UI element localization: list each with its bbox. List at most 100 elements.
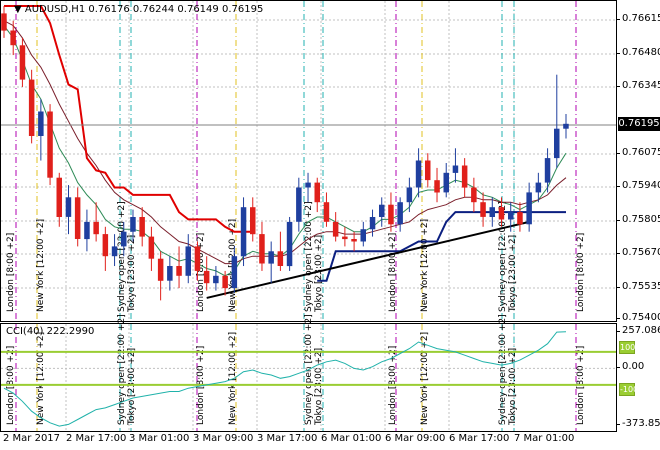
candle-body (406, 187, 413, 203)
candle-body (332, 221, 339, 237)
session-label: Sydney open [22:00 +2] (498, 201, 508, 312)
candle-body (452, 165, 459, 173)
candle-body (286, 221, 293, 267)
chart-symbol-ohlc: AUDUSD,H1 0.76176 0.76244 0.76149 0.7619… (24, 4, 264, 15)
chart-header: ▼ AUDUSD,H1 0.76176 0.76244 0.76149 0.76… (14, 4, 263, 15)
price-axis-label: 0.75940 (615, 180, 660, 191)
session-label: New York [12:00 +2] (420, 332, 430, 425)
candle-body (28, 79, 35, 136)
cci-axis-min-label: -373.8578 (615, 418, 660, 429)
candle-body (65, 197, 72, 217)
candle-body (498, 207, 505, 220)
moving-average-fast (3, 25, 567, 277)
session-label: London [8:00 +2] (576, 233, 586, 312)
candle-body (388, 204, 394, 225)
candle-body (517, 212, 523, 225)
candle-body (93, 221, 99, 235)
candle-body (203, 270, 210, 284)
time-axis-label: 6 Mar 17:00 (449, 433, 510, 444)
session-label: London [8:00 +2] (6, 233, 16, 312)
candle-body (185, 246, 191, 276)
cci-level-minus100-tag: -100 (619, 383, 639, 396)
session-label: New York [12:00 +2] (36, 219, 46, 312)
time-axis-label: 7 Mar 01:00 (514, 433, 575, 444)
time-axis-label: 6 Mar 01:00 (321, 433, 382, 444)
candle-body (47, 111, 53, 178)
candle-body (369, 217, 376, 230)
time-axis-label: 2 Mar 2017 (3, 433, 61, 444)
candle-body (425, 160, 431, 181)
candle-body (554, 128, 560, 159)
time-axis-label: 6 Mar 09:00 (385, 433, 446, 444)
candle-body (535, 182, 542, 193)
candle-body (121, 231, 127, 247)
candle-body (157, 258, 164, 281)
candle-body (231, 256, 238, 289)
support-step-line (317, 211, 566, 282)
session-label: London [8:00 +2] (388, 233, 398, 312)
candle-body (38, 111, 44, 136)
candle-body (526, 192, 532, 225)
candle-body (443, 172, 449, 193)
price-axis-label: 0.75805 (615, 214, 660, 225)
session-label: Tokyo [23:00 +2] (127, 235, 137, 313)
session-label: Tokyo [23:00 +2] (508, 348, 518, 426)
candle-body (130, 217, 136, 232)
trendline (206, 220, 530, 299)
candle-body (342, 236, 348, 240)
candle-body (259, 234, 265, 264)
candle-body (351, 239, 357, 242)
price-axis-label: 0.75535 (615, 281, 660, 292)
candle-body (268, 251, 274, 264)
candle-body (84, 221, 90, 240)
candle-body (508, 212, 514, 220)
candle-body (111, 246, 118, 257)
cci-level-100-tag: 100 (619, 341, 636, 354)
time-axis-label: 3 Mar 01:00 (129, 433, 190, 444)
session-label: New York [12:00 +2] (420, 219, 430, 312)
candle-body (296, 187, 302, 222)
candle-body (277, 251, 284, 266)
candle-body (305, 182, 311, 188)
candle-body (360, 229, 366, 242)
session-label: Sydney open [22:00 +2] (117, 314, 127, 425)
trailing-stop-line (4, 5, 253, 233)
session-label: Sydney open [22:00 +2] (498, 314, 508, 425)
candle-body (397, 202, 403, 225)
candle-body (480, 202, 486, 217)
candle-body (563, 123, 569, 129)
candle-body (102, 234, 109, 257)
candle-body (148, 236, 155, 259)
price-axis-label: 0.76345 (615, 80, 660, 91)
session-label: Sydney open [22:00 +2] (304, 201, 314, 312)
price-axis-label: 0.76615 (615, 13, 660, 24)
candle-body (544, 158, 551, 183)
time-axis-label: 2 Mar 17:00 (66, 433, 127, 444)
price-axis-label: 0.75400 (615, 312, 660, 323)
candle-body (250, 207, 256, 235)
candle-body (194, 246, 201, 271)
session-label: London [8:00 +2] (196, 233, 206, 312)
candle-body (222, 275, 228, 289)
price-axis-label: 0.75670 (615, 247, 660, 258)
candle-body (139, 217, 145, 237)
session-label: Tokyo [23:00 +2] (508, 235, 518, 313)
candle-body (167, 266, 173, 281)
current-price-tag: 0.76195 (618, 117, 660, 131)
session-label: Tokyo [23:00 +2] (314, 348, 324, 426)
cci-axis-zero-label: 0.00 (615, 361, 645, 372)
candle-body (213, 275, 219, 284)
candle-body (415, 160, 422, 188)
cci-axis-max-label: 257.0868 (616, 325, 660, 336)
candle-body (461, 165, 468, 188)
candle-body (471, 187, 477, 203)
candle-body (434, 180, 440, 193)
chart-triangle-icon: ▼ (14, 4, 22, 15)
session-label: Tokyo [23:00 +2] (127, 348, 137, 426)
candle-body (314, 182, 320, 203)
session-label: New York [12:00 +2] (36, 332, 46, 425)
candle-body (1, 13, 7, 31)
candle-body (240, 207, 247, 257)
